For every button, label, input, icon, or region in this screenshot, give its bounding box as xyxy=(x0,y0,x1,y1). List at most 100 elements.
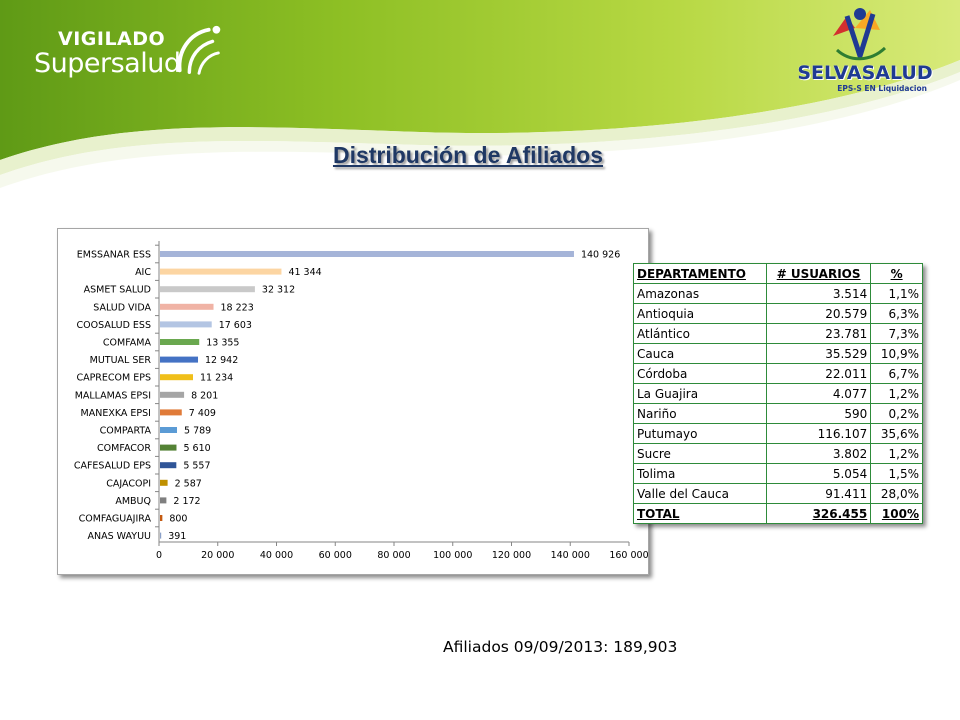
x-tick-label: 140 000 xyxy=(551,550,590,561)
cell-percent: 28,0% xyxy=(870,483,923,504)
value-label: 13 355 xyxy=(206,338,239,349)
cell-departamento: Valle del Cauca xyxy=(632,483,768,504)
total-label: TOTAL xyxy=(632,503,768,524)
bar-chart-svg: EMSSANAR ESS 140 926 AIC 41 344 ASMET SALUD 3… xyxy=(74,241,648,561)
cell-departamento: Cauca xyxy=(632,343,768,364)
header-percent: % xyxy=(870,263,923,284)
department-table: DEPARTAMENTO # USUARIOS % Amazonas 3.514 1… xyxy=(632,263,923,524)
bar xyxy=(160,303,214,310)
value-label: 2 172 xyxy=(173,496,200,507)
x-tick-label: 40 000 xyxy=(260,550,293,561)
cell-departamento: Atlántico xyxy=(632,323,768,344)
bar xyxy=(160,532,162,539)
bar xyxy=(160,339,200,345)
cell-usuarios: 3.802 xyxy=(766,443,872,464)
table-row: Tolima 5.054 1,5% xyxy=(632,463,923,484)
category-label: CAFESALUD EPS xyxy=(74,461,151,472)
bar xyxy=(160,251,574,257)
selvasalud-figure-icon xyxy=(833,8,887,61)
supersalud-swirl-icon xyxy=(177,25,221,75)
cell-usuarios: 5.054 xyxy=(766,463,872,484)
x-tick-label: 160 000 xyxy=(609,550,648,561)
affiliates-bar-chart: EMSSANAR ESS 140 926 AIC 41 344 ASMET SALUD 3… xyxy=(57,228,649,575)
table-row: Sucre 3.802 1,2% xyxy=(632,443,923,464)
logo-supersalud-text: Supersalud xyxy=(34,48,181,79)
value-label: 2 587 xyxy=(175,478,202,489)
value-label: 12 942 xyxy=(205,355,238,366)
value-label: 7 409 xyxy=(189,408,216,419)
value-label: 5 610 xyxy=(183,443,210,454)
value-label: 391 xyxy=(168,531,186,542)
x-tick-label: 20 000 xyxy=(201,550,234,561)
x-tick-label: 120 000 xyxy=(492,550,531,561)
table-row: Putumayo 116.107 35,6% xyxy=(632,423,923,444)
value-label: 800 xyxy=(169,514,187,525)
category-label: MALLAMAS EPSI xyxy=(75,390,151,401)
cell-percent: 6,3% xyxy=(870,303,923,324)
bar xyxy=(160,286,255,293)
total-percent: 100% xyxy=(870,503,923,524)
bar xyxy=(160,497,167,504)
table-row: Atlántico 23.781 7,3% xyxy=(632,323,923,344)
table-row: Córdoba 22.011 6,7% xyxy=(632,363,923,384)
bar xyxy=(160,268,282,275)
logo-vigilado-text: VIGILADO xyxy=(58,28,166,50)
bar xyxy=(160,444,177,451)
cell-usuarios: 4.077 xyxy=(766,383,872,404)
cell-usuarios: 3.514 xyxy=(766,283,872,304)
table-total-row: TOTAL 326.455 100% xyxy=(632,503,923,524)
bar xyxy=(160,515,163,521)
category-label: CAJACOPI xyxy=(106,478,151,489)
supersalud-logo: VIGILADO Supersalud xyxy=(30,25,230,88)
bar xyxy=(160,356,199,363)
category-label: ASMET SALUD xyxy=(84,285,151,296)
category-label: SALUD VIDA xyxy=(93,302,151,313)
header-departamento: DEPARTAMENTO xyxy=(632,263,768,284)
cell-percent: 6,7% xyxy=(870,363,923,384)
cell-departamento: Nariño xyxy=(632,403,768,424)
logo-selvasalud-tagline: EPS-S EN Liquidacion xyxy=(837,84,927,93)
cell-departamento: Córdoba xyxy=(632,363,768,384)
value-label: 32 312 xyxy=(262,285,295,296)
category-label: AMBUQ xyxy=(115,496,151,507)
affiliates-footnote: Afiliados 09/09/2013: 189,903 xyxy=(443,638,678,656)
category-label: COMFACOR xyxy=(97,443,151,454)
cell-percent: 35,6% xyxy=(870,423,923,444)
bar xyxy=(160,409,182,416)
value-label: 5 789 xyxy=(184,426,211,437)
value-label: 17 603 xyxy=(219,320,252,331)
value-label: 5 557 xyxy=(183,461,210,472)
table-row: Cauca 35.529 10,9% xyxy=(632,343,923,364)
table-row: La Guajira 4.077 1,2% xyxy=(632,383,923,404)
category-label: COMFAMA xyxy=(103,338,152,349)
department-table-container: DEPARTAMENTO # USUARIOS % Amazonas 3.514 1… xyxy=(632,263,923,524)
cell-departamento: Antioquia xyxy=(632,303,768,324)
cell-departamento: Tolima xyxy=(632,463,768,484)
table-header-row: DEPARTAMENTO # USUARIOS % xyxy=(632,263,923,284)
cell-percent: 10,9% xyxy=(870,343,923,364)
cell-percent: 1,1% xyxy=(870,283,923,304)
table-row: Valle del Cauca 91.411 28,0% xyxy=(632,483,923,504)
value-label: 11 234 xyxy=(200,373,233,384)
selvasalud-logo: SELVASALUD EPS-S EN Liquidacion xyxy=(795,6,935,98)
cell-usuarios: 590 xyxy=(766,403,872,424)
cell-usuarios: 22.011 xyxy=(766,363,872,384)
bar xyxy=(160,462,177,469)
category-label: MUTUAL SER xyxy=(90,355,152,366)
x-tick-label: 60 000 xyxy=(319,550,352,561)
category-label: CAPRECOM EPS xyxy=(76,373,151,384)
bar xyxy=(160,391,185,398)
bar xyxy=(160,374,193,381)
category-label: EMSSANAR ESS xyxy=(77,250,151,261)
cell-percent: 1,2% xyxy=(870,443,923,464)
cell-percent: 1,5% xyxy=(870,463,923,484)
bar xyxy=(160,427,178,433)
table-row: Antioquia 20.579 6,3% xyxy=(632,303,923,324)
cell-usuarios: 35.529 xyxy=(766,343,872,364)
table-row: Amazonas 3.514 1,1% xyxy=(632,283,923,304)
cell-percent: 1,2% xyxy=(870,383,923,404)
cell-usuarios: 116.107 xyxy=(766,423,872,444)
category-label: AIC xyxy=(135,267,151,278)
bar xyxy=(160,479,168,486)
category-label: COMFAGUAJIRA xyxy=(79,514,152,525)
